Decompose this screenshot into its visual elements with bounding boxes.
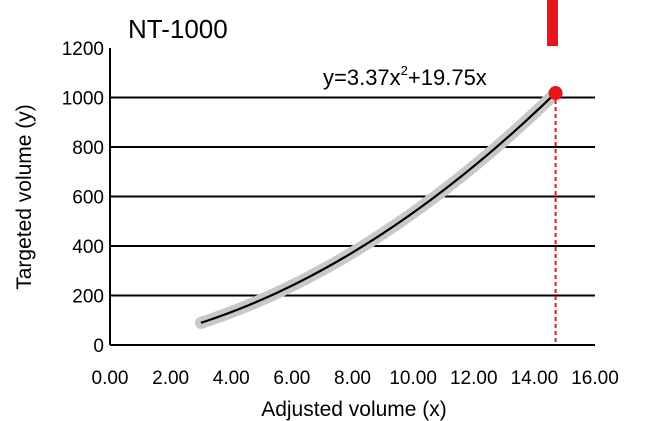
y-tick-label: 200 (72, 287, 104, 308)
x-tick-label: 6.00 (273, 368, 310, 389)
y-tick-label: 600 (72, 188, 104, 209)
equation-annotation: y=3.37x2+19.75x (323, 63, 487, 90)
confidence-band-path (194, 86, 562, 329)
x-tick-label: 8.00 (334, 368, 371, 389)
x-tick-labels: 0.00 2.00 4.00 6.00 8.00 10.00 12.00 14.00 16.00 (92, 368, 619, 389)
highlight-group (548, 86, 563, 345)
y-tick-labels: 0 200 400 600 800 1000 1200 (62, 39, 104, 357)
fit-curve-group (200, 92, 557, 324)
equation-superscript: 2 (401, 63, 408, 78)
chart-title: NT-1000 (128, 14, 228, 44)
grid (109, 48, 595, 346)
highlight-point (548, 86, 563, 101)
y-axis-title: Targeted volume (y) (13, 104, 36, 290)
x-tick-label: 2.00 (152, 368, 189, 389)
x-tick-label: 12.00 (450, 368, 498, 389)
equation-prefix: y=3.37x (323, 65, 401, 90)
x-axis-title: Adjusted volume (x) (261, 398, 447, 421)
fit-curve (200, 92, 557, 324)
y-tick-label: 0 (93, 336, 104, 357)
top-marker-bar (547, 0, 558, 46)
x-tick-label: 10.00 (389, 368, 437, 389)
y-tick-label: 800 (72, 138, 104, 159)
x-tick-label: 16.00 (571, 368, 619, 389)
x-tick-label: 14.00 (511, 368, 559, 389)
y-tick-label: 1000 (62, 89, 104, 110)
y-tick-label: 400 (72, 237, 104, 258)
confidence-band (194, 86, 562, 329)
y-tick-label: 1200 (62, 39, 104, 60)
x-tick-label: 4.00 (213, 368, 250, 389)
x-tick-label: 0.00 (92, 368, 129, 389)
equation-suffix: +19.75x (408, 65, 487, 90)
